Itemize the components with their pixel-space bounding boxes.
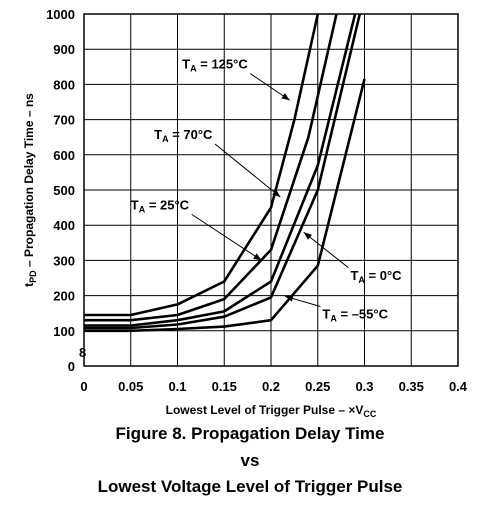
y-tick-label: 1000 xyxy=(46,7,75,22)
stray-mark: 8 xyxy=(79,345,86,360)
x-tick-label: 0.4 xyxy=(449,379,468,394)
series-line xyxy=(84,78,366,333)
y-axis-label: tPD – Propagation Delay Time – ns xyxy=(22,93,38,287)
x-tick-label: 0.3 xyxy=(355,379,373,394)
series-annotation-label: TA = 70°C xyxy=(154,127,213,144)
caption-line-3: Lowest Voltage Level of Trigger Pulse xyxy=(97,477,403,496)
series-lines xyxy=(84,14,366,333)
y-tick-labels: 0 100 200 300 400 500 600 700 800 900 1000 xyxy=(46,7,75,374)
series-annotation-label: TA = –55°C xyxy=(322,306,388,323)
x-tick-label: 0.35 xyxy=(399,379,424,394)
annotation-arrowhead xyxy=(253,253,262,261)
x-tick-labels: 0 0.05 0.1 0.15 0.2 0.25 0.3 0.35 0.4 xyxy=(80,379,467,394)
series-annotation-label: TA = 125°C xyxy=(182,57,248,74)
annotation-arrowhead xyxy=(303,232,312,240)
annotation-leader xyxy=(303,231,349,269)
x-tick-label: 0 xyxy=(80,379,87,394)
y-tick-label: 200 xyxy=(53,289,75,304)
caption-line-1: Figure 8. Propagation Delay Time xyxy=(115,424,385,443)
x-tick-label: 0.1 xyxy=(168,379,186,394)
annotation-arrowhead xyxy=(285,295,294,302)
propagation-delay-chart: 0 100 200 300 400 500 600 700 800 900 1000 0 0.05 0.… xyxy=(22,7,468,419)
y-tick-label: 900 xyxy=(53,42,75,57)
y-tick-label: 0 xyxy=(68,359,75,374)
series-line xyxy=(84,14,338,322)
y-tick-label: 500 xyxy=(53,183,75,198)
x-axis-label: Lowest Level of Trigger Pulse – ×VCC xyxy=(166,403,377,419)
y-tick-label: 100 xyxy=(53,324,75,339)
plot-border xyxy=(83,13,459,367)
annotation-leader xyxy=(191,213,262,261)
x-tick-label: 0.2 xyxy=(262,379,280,394)
annotations: TA = 125°C TA = 70°C TA = 25°C TA = 0°C TA =… xyxy=(131,57,402,324)
y-tick-label: 600 xyxy=(53,148,75,163)
annotation-arrowhead xyxy=(272,189,281,197)
y-tick-label: 800 xyxy=(53,77,75,92)
series-annotation-label: TA = 25°C xyxy=(131,197,190,214)
plot-frame xyxy=(83,13,459,367)
series-line xyxy=(84,14,320,317)
y-tick-label: 700 xyxy=(53,113,75,128)
y-tick-label: 400 xyxy=(53,218,75,233)
caption-line-2: vs xyxy=(240,451,260,470)
annotation-arrowhead xyxy=(281,93,290,101)
x-tick-label: 0.25 xyxy=(305,379,330,394)
x-tick-label: 0.05 xyxy=(118,379,143,394)
series-annotation-label: TA = 0°C xyxy=(350,268,402,285)
annotation-leader xyxy=(214,143,281,198)
y-tick-label: 300 xyxy=(53,253,75,268)
series-line xyxy=(84,14,357,327)
x-tick-label: 0.15 xyxy=(212,379,237,394)
series-line xyxy=(84,14,362,330)
